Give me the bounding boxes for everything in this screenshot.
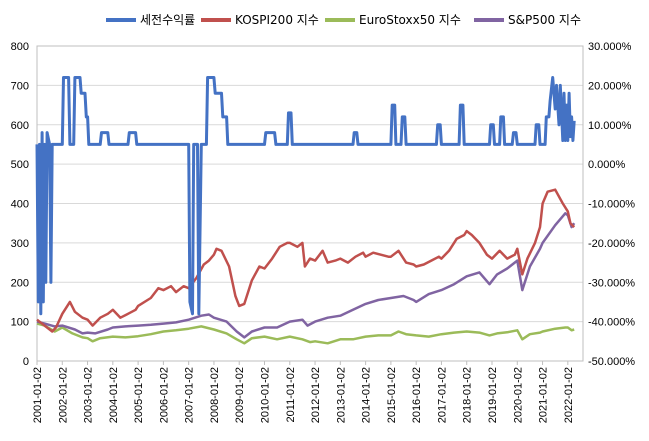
left-tick-label: 400 [11,199,29,211]
right-tick-label: 30.000% [588,41,632,53]
series-line-2 [36,322,575,345]
x-tick-label: 2013-01-02 [335,367,347,423]
x-tick-label: 2021-01-02 [538,367,550,423]
x-tick-label: 2006-01-02 [158,367,170,423]
left-tick-label: 600 [11,120,29,132]
legend-label-0: 세전수익률 [140,13,195,27]
right-tick-label: 0.000% [588,159,626,171]
left-tick-label: 0 [23,356,29,368]
left-tick-label: 800 [11,41,29,53]
x-tick-label: 2019-01-02 [487,367,499,423]
left-tick-label: 300 [11,238,29,250]
left-tick-label: 700 [11,80,29,92]
left-axis: 0 100 200 300 400 500 600 700 800 [11,41,29,368]
legend: 세전수익률 KOSPI200 지수 EuroStoxx50 지수 S&P500 지수 [106,13,581,27]
x-tick-label: 2012-01-02 [310,367,322,423]
x-tick-label: 2011-01-02 [285,367,297,422]
x-tick-label: 2004-01-02 [108,367,120,423]
x-tick-label: 2010-01-02 [260,367,272,423]
x-tick-label: 2017-01-02 [436,367,448,423]
x-tick-label: 2016-01-02 [411,367,423,423]
right-tick-label: -20.000% [588,238,635,250]
x-tick-label: 2015-01-02 [386,367,398,423]
right-tick-label: -50.000% [588,356,635,368]
x-tick-label: 2009-01-02 [234,367,246,423]
right-tick-label: -30.000% [588,277,635,289]
right-tick-label: -40.000% [588,317,635,329]
series-layer [35,76,576,345]
x-tick-label: 2018-01-02 [462,367,474,423]
series-line-0 [35,76,576,316]
x-tick-label: 2002-01-02 [57,367,69,423]
series-line-3 [36,212,576,339]
left-tick-label: 200 [11,277,29,289]
x-tick-label: 2008-01-02 [209,367,221,423]
series-line-1 [36,188,576,333]
x-axis: 2001-01-02 2002-01-02 2003-01-02 2004-01-02… [32,361,575,423]
x-tick-label: 2005-01-02 [133,367,145,423]
legend-label-2: EuroStoxx50 지수 [359,13,461,27]
right-tick-label: 20.000% [588,80,632,92]
left-tick-label: 500 [11,159,29,171]
gridlines [37,45,583,362]
right-axis: -50.000% -40.000% -30.000% -20.000% -10.000%… [588,41,635,368]
x-tick-label: 2001-01-02 [32,367,44,423]
x-tick-label: 2022-01-02 [563,367,575,423]
legend-label-1: KOSPI200 지수 [235,13,319,27]
right-tick-label: -10.000% [588,199,635,211]
right-tick-label: 10.000% [588,120,632,132]
x-tick-label: 2014-01-02 [361,367,373,423]
legend-label-3: S&P500 지수 [508,13,581,27]
left-tick-label: 100 [11,317,29,329]
x-tick-label: 2007-01-02 [184,367,196,423]
x-tick-label: 2003-01-02 [83,367,95,423]
x-tick-label: 2020-01-02 [512,367,524,423]
